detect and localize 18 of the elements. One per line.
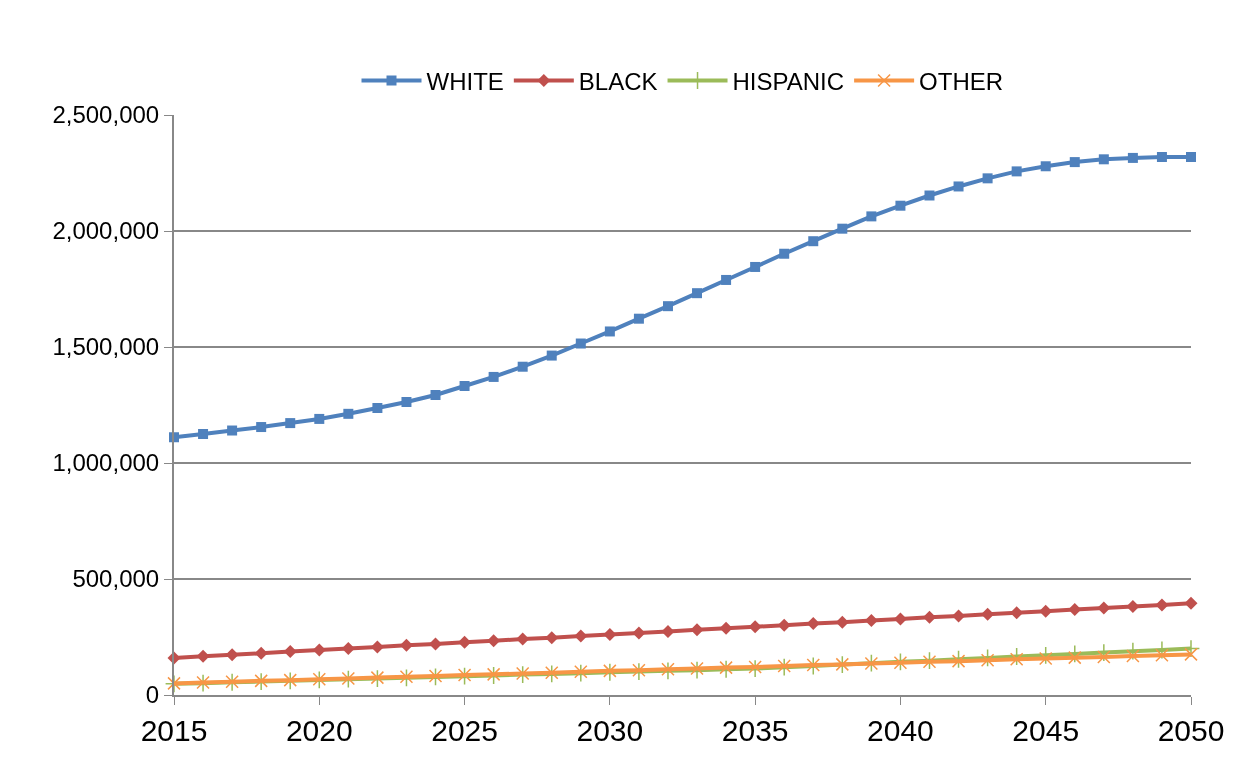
x-tick-label: 2035 (721, 714, 789, 747)
x-tick-label: 2015 (140, 714, 208, 747)
x-tick-label: 2020 (285, 714, 353, 747)
y-tick-label: 2,500,000 (52, 101, 160, 129)
legend-label: HISPANIC (732, 67, 845, 95)
y-tick-label: 1,000,000 (52, 449, 160, 477)
x-tick-label: 2045 (1012, 714, 1080, 747)
x-tick-label: 2040 (867, 714, 934, 747)
legend-label: OTHER (919, 67, 1004, 95)
legend-label: WHITE (426, 67, 504, 95)
legend-label: BLACK (578, 67, 658, 95)
x-tick-label: 2030 (576, 714, 644, 747)
y-tick-label: 1,500,000 (52, 333, 160, 361)
x-tick-label: 2050 (1157, 714, 1225, 747)
y-tick-label: 500,000 (72, 565, 160, 593)
x-tick-label: 2025 (431, 714, 498, 747)
y-tick-label: 0 (145, 681, 160, 709)
y-tick-label: 2,000,000 (52, 217, 160, 245)
